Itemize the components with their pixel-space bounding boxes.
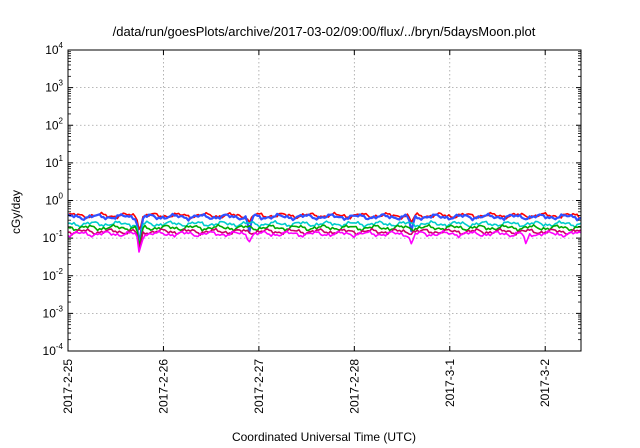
y-axis-label: cGy/day — [9, 190, 23, 234]
x-axis-ticks: 2017-2-25 2017-2-26 2017-2-27 2017-2-28 2017… — [61, 50, 552, 414]
y-tick-label: 102 — [45, 116, 63, 132]
x-tick-label: 2017-3-1 — [443, 359, 457, 407]
series-line — [67, 223, 582, 247]
y-tick-label: 101 — [45, 154, 63, 170]
series-line — [67, 220, 582, 245]
x-tick-label: 2017-3-2 — [538, 359, 552, 407]
series-group — [67, 211, 582, 253]
y-tick-label: 10-2 — [43, 267, 64, 283]
y-tick-label: 10-4 — [43, 342, 64, 358]
x-tick-label: 2017-2-28 — [347, 359, 361, 414]
series-line — [67, 212, 582, 247]
grid — [68, 50, 581, 351]
y-tick-label: 103 — [45, 79, 63, 95]
x-tick-label: 2017-2-26 — [156, 359, 170, 414]
series-line — [68, 227, 582, 250]
series-line — [67, 230, 582, 253]
series-line — [67, 211, 582, 231]
x-tick-label: 2017-2-27 — [252, 359, 266, 414]
y-tick-label: 104 — [45, 41, 63, 57]
x-axis-label: Coordinated Universal Time (UTC) — [232, 430, 416, 444]
y-tick-label: 10-3 — [43, 304, 64, 320]
y-tick-label: 100 — [45, 192, 63, 208]
x-tick-label: 2017-2-25 — [61, 359, 75, 414]
y-tick-label: 10-1 — [43, 229, 64, 245]
y-axis-ticks: 10-4 10-3 10-2 10-1 100 101 102 103 104 — [43, 41, 581, 358]
chart-title: /data/run/goesPlots/archive/2017-03-02/0… — [113, 24, 536, 39]
